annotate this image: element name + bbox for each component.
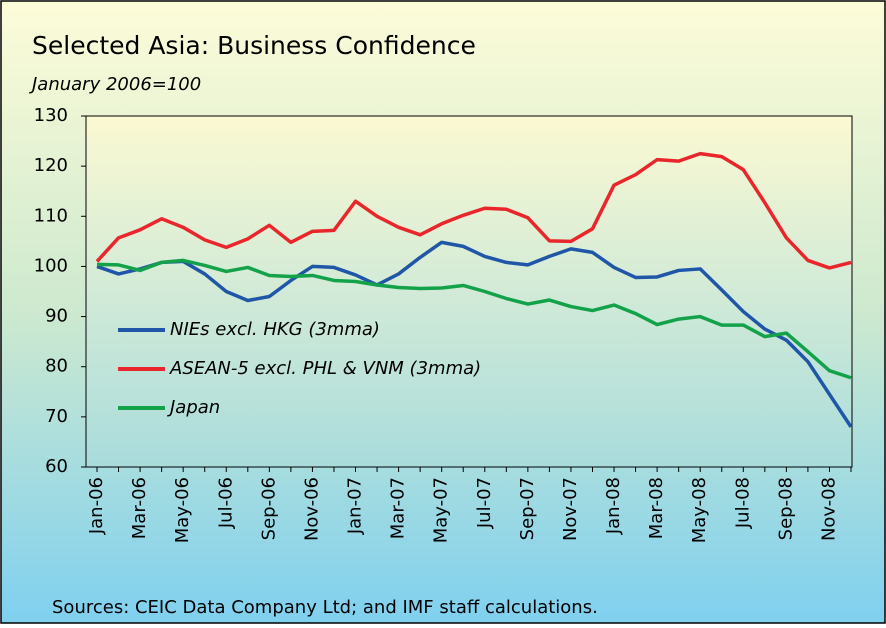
x-tick-label: Jul-08 xyxy=(732,477,753,529)
y-tick-label: 130 xyxy=(34,105,68,126)
y-tick-label: 60 xyxy=(45,456,68,477)
legend-label: ASEAN-5 excl. PHL & VNM (3mma) xyxy=(169,358,481,379)
y-tick-label: 100 xyxy=(34,255,68,276)
x-tick-label: Jan-06 xyxy=(86,477,107,535)
x-tick-label: Sep-08 xyxy=(775,477,796,540)
legend-label: Japan xyxy=(167,397,220,418)
x-tick-label: Jan-08 xyxy=(603,477,624,535)
x-tick-label: Sep-06 xyxy=(258,477,279,540)
series-line xyxy=(95,151,852,270)
x-tick-label: Jul-06 xyxy=(215,477,236,529)
x-tick-label: Nov-06 xyxy=(301,477,322,541)
y-tick-label: 80 xyxy=(45,356,68,377)
y-tick-label: 70 xyxy=(45,406,68,427)
y-tick-label: 90 xyxy=(45,306,68,327)
y-tick-label: 110 xyxy=(34,205,68,226)
x-tick-label: May-07 xyxy=(431,477,452,543)
x-tick-label: Sep-07 xyxy=(517,477,538,540)
x-tick-label: Mar-06 xyxy=(129,477,150,539)
series-line xyxy=(96,258,852,380)
legend-label: NIEs excl. HKG (3mma) xyxy=(170,319,380,340)
x-tick-label: Jan-07 xyxy=(345,477,366,535)
x-tick-label: Mar-08 xyxy=(646,477,667,539)
x-tick-label: May-06 xyxy=(172,477,193,543)
x-tick-label: Nov-07 xyxy=(560,477,581,541)
chart-subtitle: January 2006=100 xyxy=(29,74,201,95)
chart-title: Selected Asia: Business Confidence xyxy=(32,31,476,60)
x-tick-label: Jul-07 xyxy=(474,477,495,529)
x-tick-label: Mar-07 xyxy=(388,477,409,539)
series-line xyxy=(96,240,853,428)
x-tick-label: Nov-08 xyxy=(818,477,839,541)
y-tick-label: 120 xyxy=(34,155,68,176)
source-note: Sources: CEIC Data Company Ltd; and IMF … xyxy=(52,597,598,618)
x-tick-label: May-08 xyxy=(689,477,710,543)
